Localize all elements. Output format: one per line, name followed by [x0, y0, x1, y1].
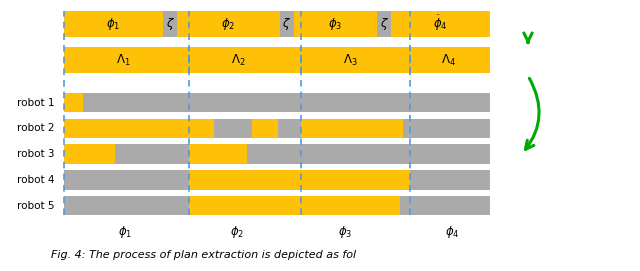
- Text: robot 4: robot 4: [17, 175, 54, 185]
- FancyBboxPatch shape: [64, 170, 189, 190]
- Text: robot 5: robot 5: [17, 201, 54, 211]
- Text: Fig. 4: The process of plan extraction is depicted as fol: Fig. 4: The process of plan extraction i…: [51, 250, 356, 260]
- Text: $\Lambda_3$: $\Lambda_3$: [344, 53, 358, 68]
- FancyBboxPatch shape: [247, 144, 490, 164]
- FancyBboxPatch shape: [189, 144, 247, 164]
- FancyBboxPatch shape: [64, 144, 490, 164]
- FancyBboxPatch shape: [177, 11, 280, 37]
- Text: $\zeta$: $\zeta$: [166, 16, 175, 32]
- Text: $\phi_2$: $\phi_2$: [221, 16, 236, 32]
- FancyBboxPatch shape: [400, 196, 490, 215]
- FancyBboxPatch shape: [377, 11, 391, 37]
- Text: $\dot{\phi}_4$: $\dot{\phi}_4$: [433, 14, 447, 33]
- Text: $\phi_2$: $\phi_2$: [230, 224, 244, 240]
- FancyBboxPatch shape: [64, 93, 490, 112]
- FancyBboxPatch shape: [83, 93, 490, 112]
- Text: $\phi_1$: $\phi_1$: [118, 224, 132, 240]
- FancyBboxPatch shape: [278, 119, 301, 138]
- FancyBboxPatch shape: [381, 119, 403, 138]
- FancyBboxPatch shape: [410, 170, 490, 190]
- Text: $\zeta$: $\zeta$: [282, 16, 291, 32]
- FancyBboxPatch shape: [64, 47, 490, 73]
- Text: $\phi_3$: $\phi_3$: [328, 16, 342, 32]
- FancyBboxPatch shape: [391, 11, 490, 37]
- Text: $\Lambda_2$: $\Lambda_2$: [232, 53, 246, 68]
- FancyBboxPatch shape: [64, 11, 163, 37]
- FancyBboxPatch shape: [189, 170, 301, 190]
- FancyBboxPatch shape: [64, 170, 490, 190]
- FancyBboxPatch shape: [301, 196, 400, 215]
- Text: $\Lambda_1$: $\Lambda_1$: [116, 53, 131, 68]
- FancyBboxPatch shape: [403, 119, 490, 138]
- FancyBboxPatch shape: [64, 119, 189, 138]
- Text: $\phi_1$: $\phi_1$: [106, 16, 120, 32]
- Text: robot 2: robot 2: [17, 124, 54, 133]
- FancyBboxPatch shape: [301, 170, 410, 190]
- FancyBboxPatch shape: [64, 93, 83, 112]
- FancyBboxPatch shape: [280, 11, 294, 37]
- Text: $\phi_4$: $\phi_4$: [445, 224, 459, 240]
- FancyBboxPatch shape: [301, 119, 381, 138]
- FancyBboxPatch shape: [163, 11, 177, 37]
- FancyBboxPatch shape: [64, 119, 490, 138]
- Text: robot 1: robot 1: [17, 98, 54, 108]
- FancyBboxPatch shape: [64, 196, 490, 215]
- Text: $\zeta$: $\zeta$: [380, 16, 388, 32]
- FancyBboxPatch shape: [189, 119, 214, 138]
- FancyBboxPatch shape: [189, 196, 301, 215]
- FancyBboxPatch shape: [64, 144, 115, 164]
- FancyBboxPatch shape: [294, 11, 377, 37]
- Text: $\phi_3$: $\phi_3$: [339, 224, 353, 240]
- Text: $\Lambda_4$: $\Lambda_4$: [440, 53, 456, 68]
- FancyBboxPatch shape: [64, 196, 189, 215]
- FancyBboxPatch shape: [214, 119, 252, 138]
- FancyBboxPatch shape: [115, 144, 189, 164]
- FancyBboxPatch shape: [252, 119, 278, 138]
- Text: robot 3: robot 3: [17, 149, 54, 159]
